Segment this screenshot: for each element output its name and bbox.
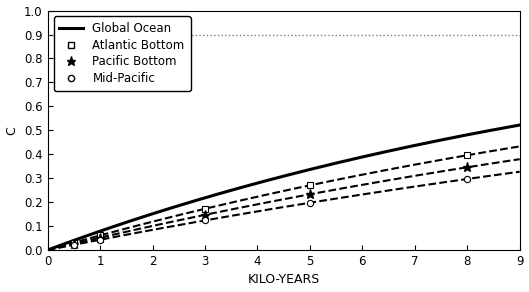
X-axis label: KILO-YEARS: KILO-YEARS: [248, 273, 320, 286]
Y-axis label: C: C: [6, 126, 19, 135]
Legend: Global Ocean, Atlantic Bottom, Pacific Bottom, Mid-Pacific: Global Ocean, Atlantic Bottom, Pacific B…: [53, 16, 190, 91]
